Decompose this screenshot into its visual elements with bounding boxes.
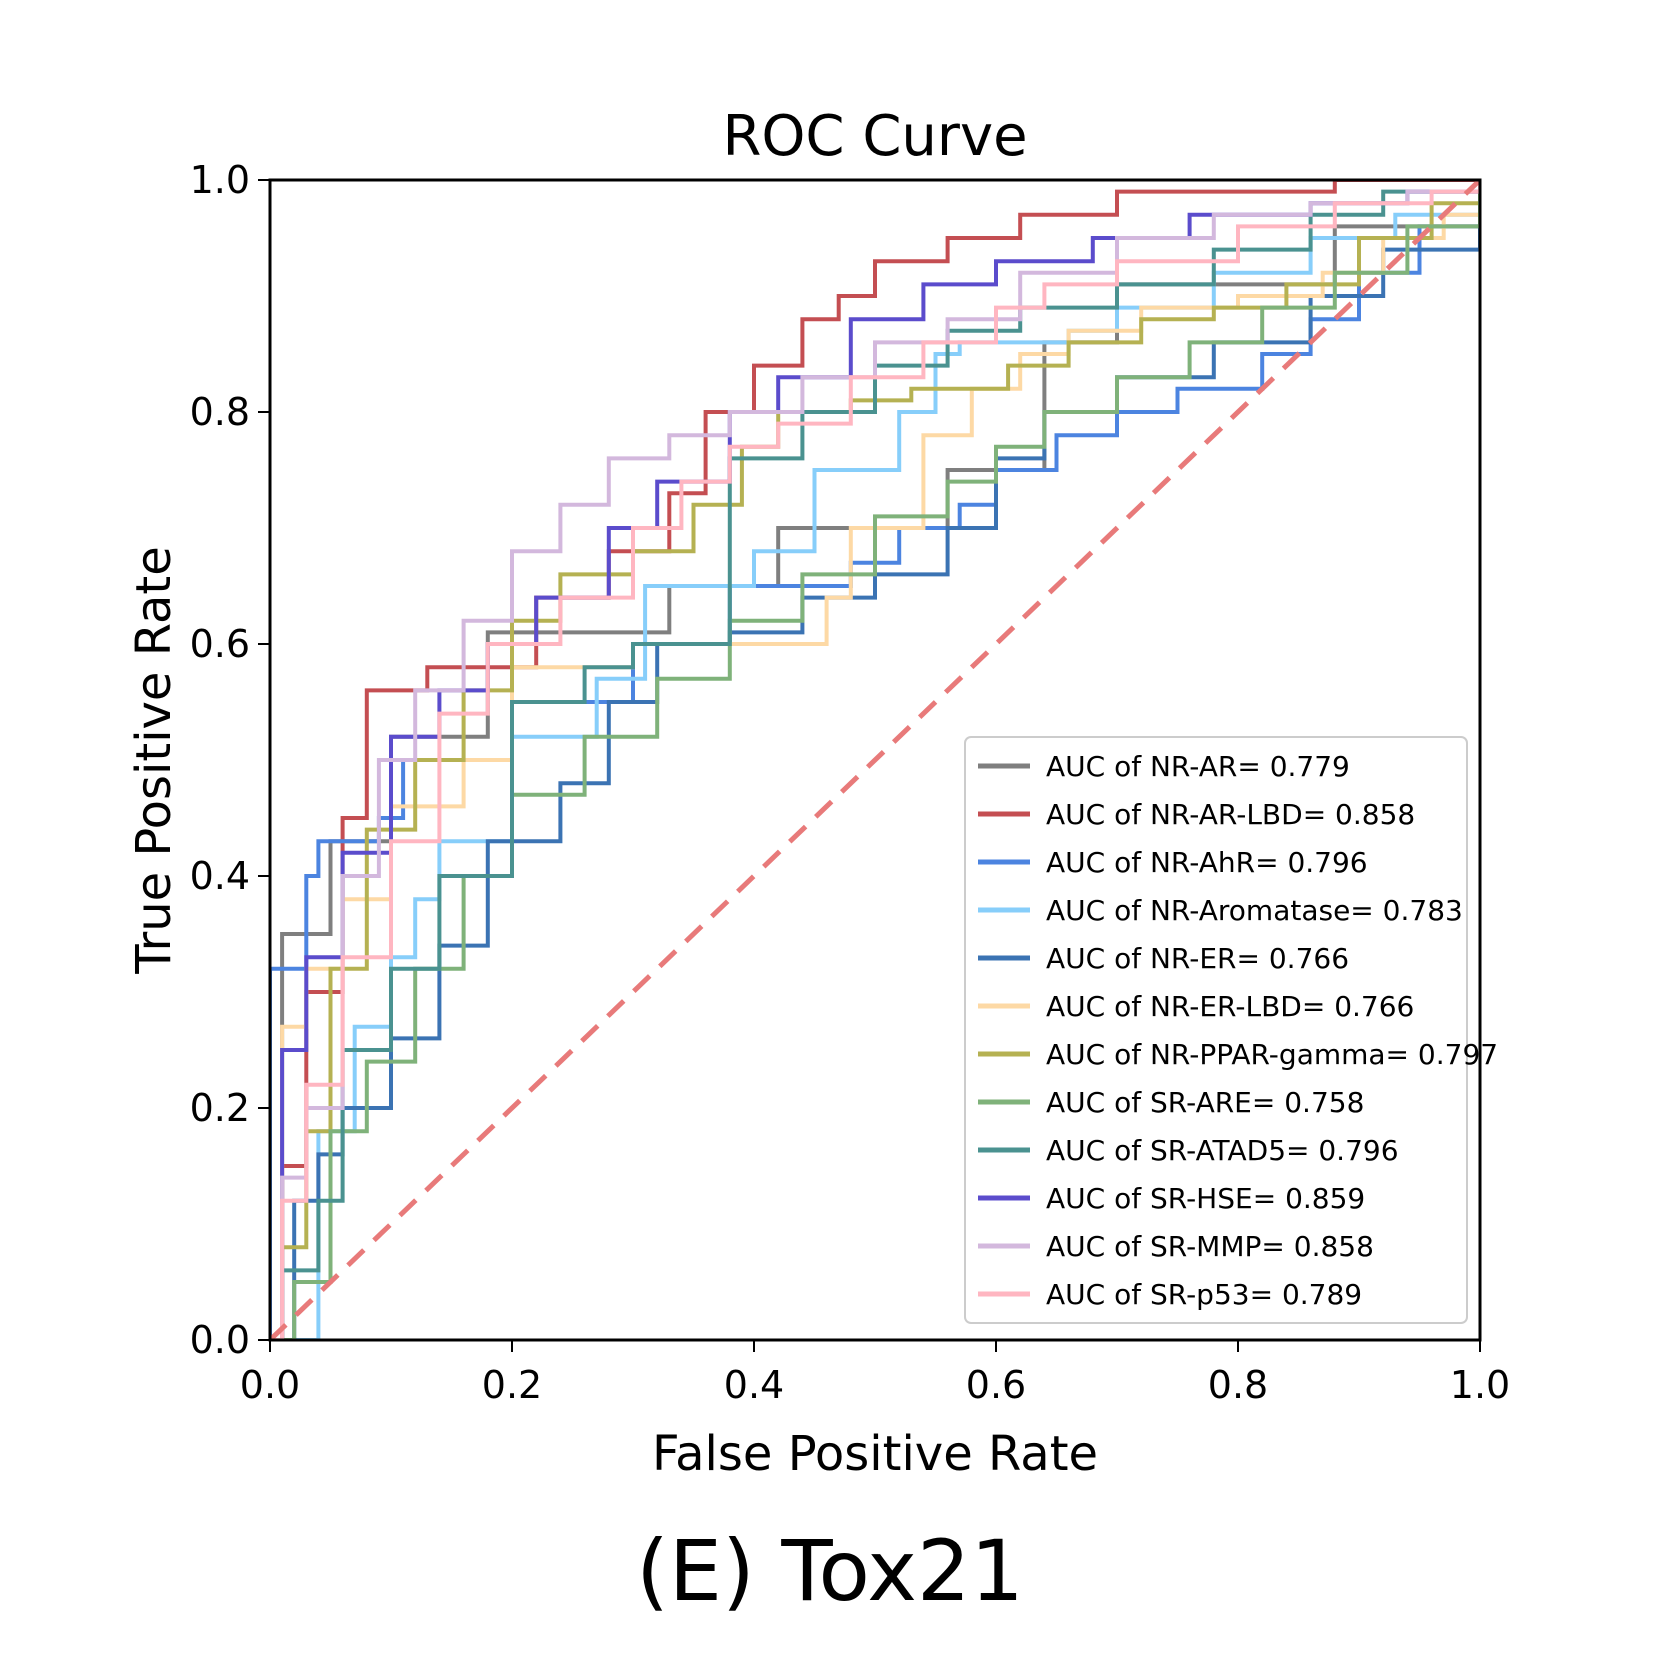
y-tick-label: 0.2: [190, 1086, 250, 1130]
y-tick-label: 1.0: [190, 158, 250, 202]
ticks-layer: 0.0 0.2 0.4 0.6 0.8 1.0 0.0 0.2 0.4 0.6 0.8 1.0: [190, 158, 1511, 1407]
chart-title: ROC Curve: [722, 104, 1027, 169]
legend-entry: AUC of NR-PPAR-gamma= 0.797: [1046, 1038, 1498, 1071]
series-line-8: [270, 180, 1480, 1340]
figure-caption: (E) Tox21: [636, 1522, 1024, 1620]
legend-entry: AUC of NR-ER= 0.766: [1046, 942, 1349, 975]
plot-frame: [268, 178, 1482, 1342]
x-tick-label: 0.2: [482, 1363, 542, 1407]
legend-entry: AUC of NR-AR= 0.779: [1046, 750, 1350, 783]
legend-entry: AUC of SR-p53= 0.789: [1046, 1278, 1362, 1311]
legend-entry: AUC of NR-Aromatase= 0.783: [1046, 894, 1463, 927]
x-tick-label: 0.8: [1208, 1363, 1268, 1407]
legend: AUC of NR-AR= 0.779 AUC of NR-AR-LBD= 0.8…: [964, 736, 1498, 1324]
y-axis-label: True Positive Rate: [126, 546, 182, 975]
y-tick-label: 0.0: [190, 1318, 250, 1362]
x-tick-label: 0.6: [966, 1363, 1026, 1407]
series-line-1: [270, 180, 1480, 1340]
x-tick-label: 1.0: [1450, 1363, 1510, 1407]
y-tick-label: 0.6: [190, 622, 250, 666]
series-line-11: [270, 180, 1480, 1340]
series-line-7: [270, 180, 1480, 1340]
y-tick-label: 0.8: [190, 390, 250, 434]
legend-entry: AUC of SR-ARE= 0.758: [1046, 1086, 1364, 1119]
legend-entry: AUC of NR-AR-LBD= 0.858: [1046, 798, 1415, 831]
series-line-3: [270, 180, 1480, 1340]
series-layer: [270, 180, 1480, 1340]
legend-entry: AUC of NR-AhR= 0.796: [1046, 846, 1368, 879]
legend-box: [964, 736, 1468, 1324]
legend-entry: AUC of SR-HSE= 0.859: [1046, 1182, 1365, 1215]
x-tick-label: 0.0: [240, 1363, 300, 1407]
y-tick-label: 0.4: [190, 854, 250, 898]
series-line-2: [270, 180, 1480, 1340]
x-tick-label: 0.4: [724, 1363, 784, 1407]
legend-entry: AUC of SR-ATAD5= 0.796: [1046, 1134, 1399, 1167]
chance-diagonal: [270, 180, 1480, 1340]
series-line-10: [270, 180, 1480, 1340]
legend-entry: AUC of SR-MMP= 0.858: [1046, 1230, 1374, 1263]
x-axis-label: False Positive Rate: [652, 1426, 1098, 1482]
legend-entry: AUC of NR-ER-LBD= 0.766: [1046, 990, 1414, 1023]
